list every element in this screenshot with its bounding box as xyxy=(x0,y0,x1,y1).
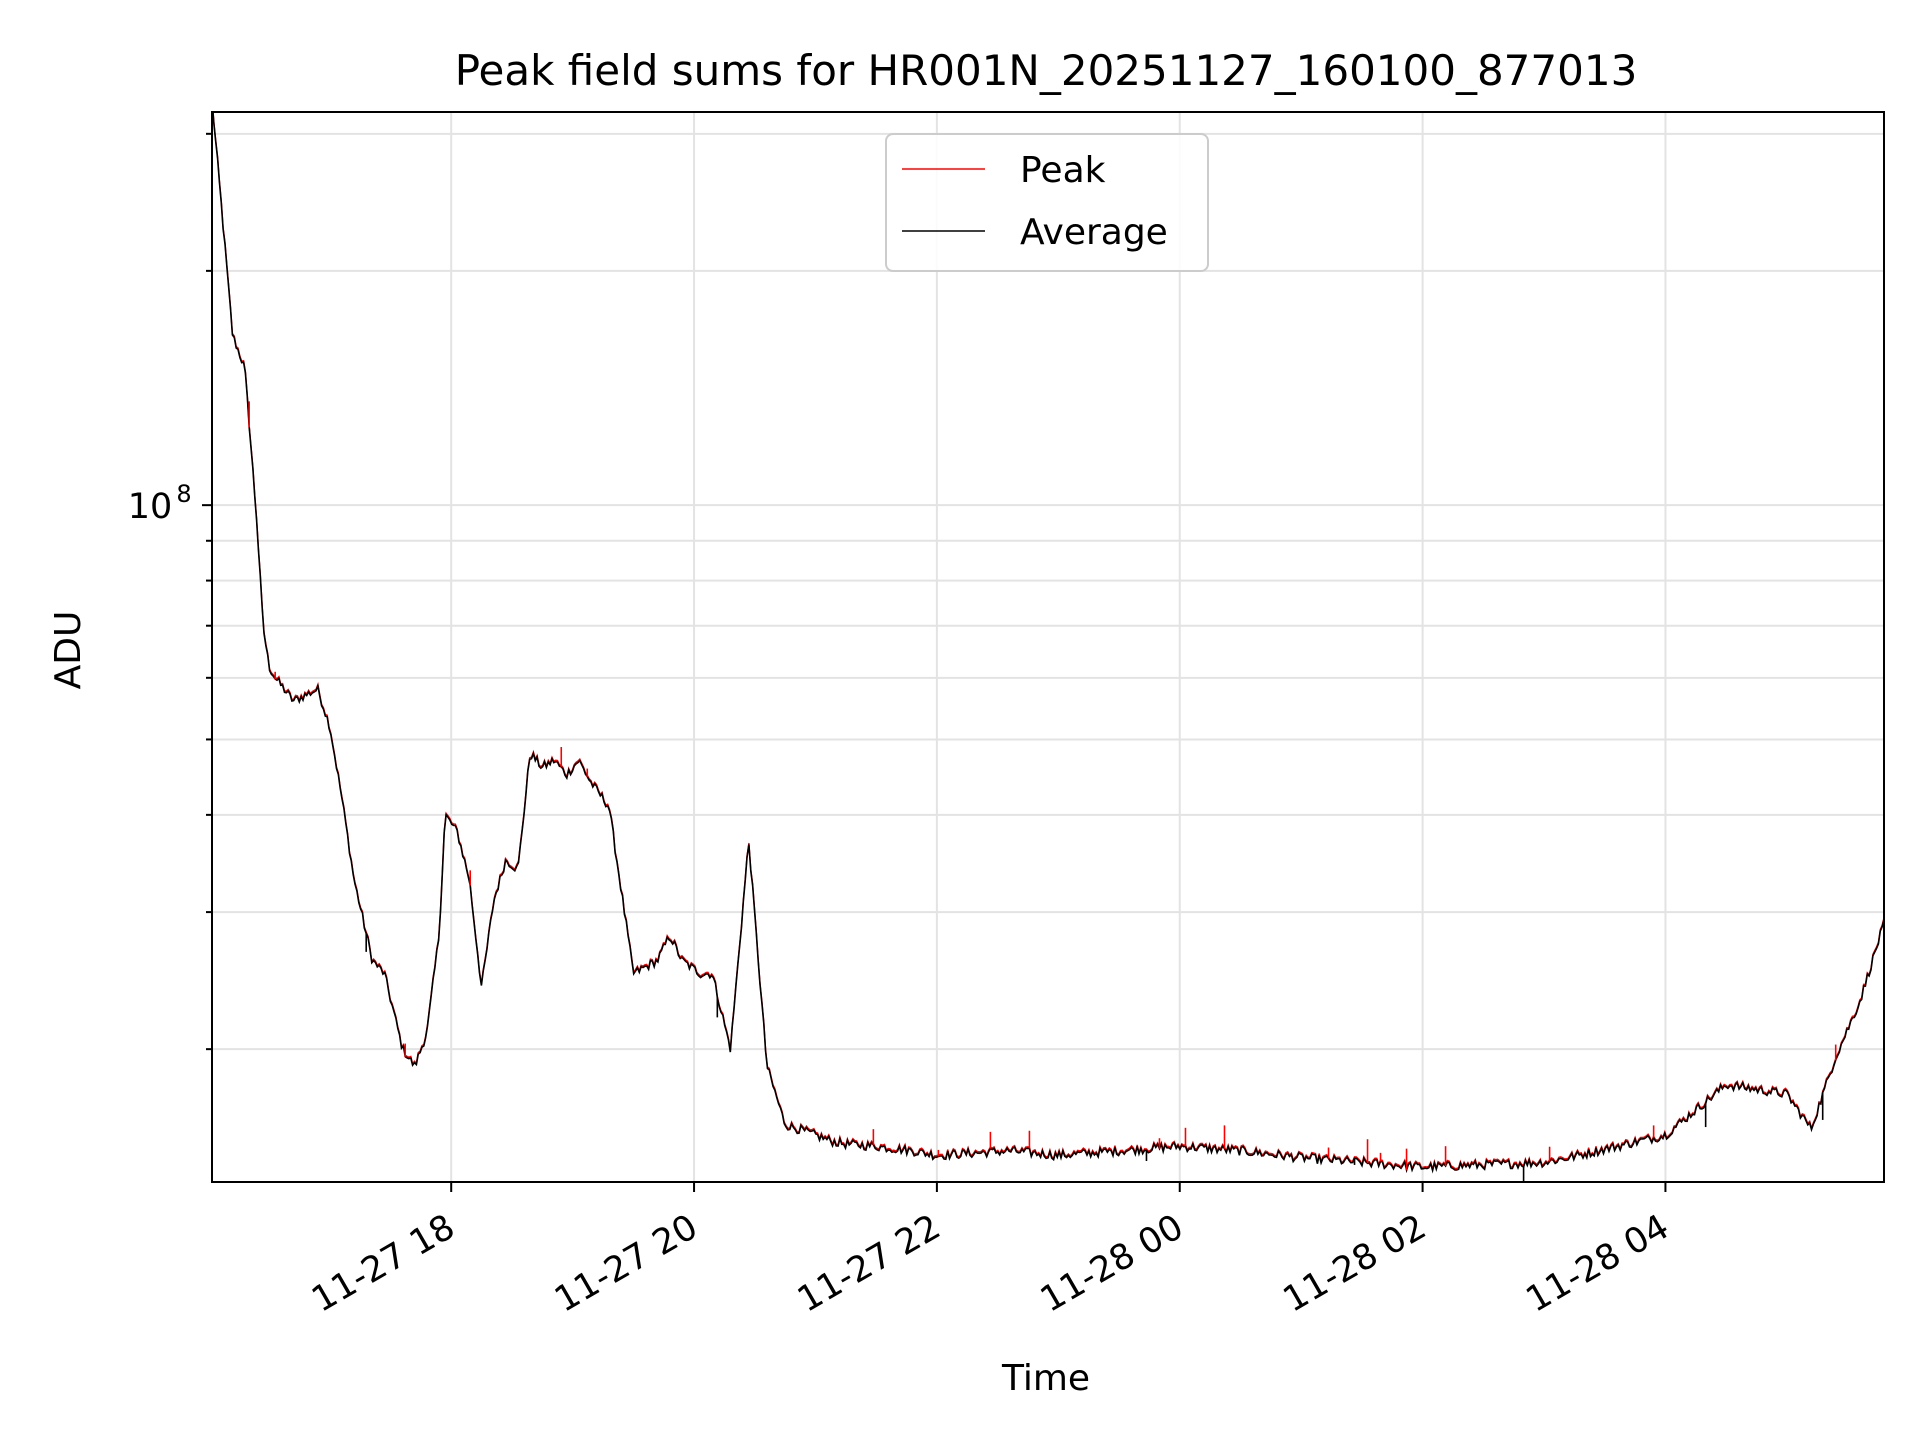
grid-lines xyxy=(212,112,1884,1182)
x-axis-ticks: 11-27 18 11-27 20 11-27 22 11-28 00 11-28 02… xyxy=(305,1182,1676,1320)
x-tick-label: 11-28 04 xyxy=(1520,1207,1676,1320)
series-spikes xyxy=(248,401,1837,1182)
x-tick-label: 11-27 18 xyxy=(305,1207,461,1320)
legend-average-label: Average xyxy=(1020,212,1168,253)
x-tick-label: 11-27 22 xyxy=(791,1207,947,1320)
x-tick-label: 11-28 02 xyxy=(1277,1207,1433,1320)
average-series-line xyxy=(212,112,1884,1174)
plot-frame xyxy=(211,111,1885,1183)
y-axis-label: ADU xyxy=(48,611,89,690)
x-tick-label: 11-28 00 xyxy=(1034,1207,1190,1320)
chart-title: Peak field sums for HR001N_20251127_1601… xyxy=(455,46,1638,95)
y-axis-ticks: 10 8 xyxy=(128,132,212,1051)
legend: Peak Average xyxy=(885,133,1209,272)
y-tick-exponent: 8 xyxy=(176,480,191,508)
x-axis-label: Time xyxy=(1001,1358,1090,1399)
x-tick-label: 11-27 20 xyxy=(548,1207,704,1320)
y-tick-label: 10 xyxy=(128,487,173,527)
legend-peak-label: Peak xyxy=(1020,150,1106,191)
